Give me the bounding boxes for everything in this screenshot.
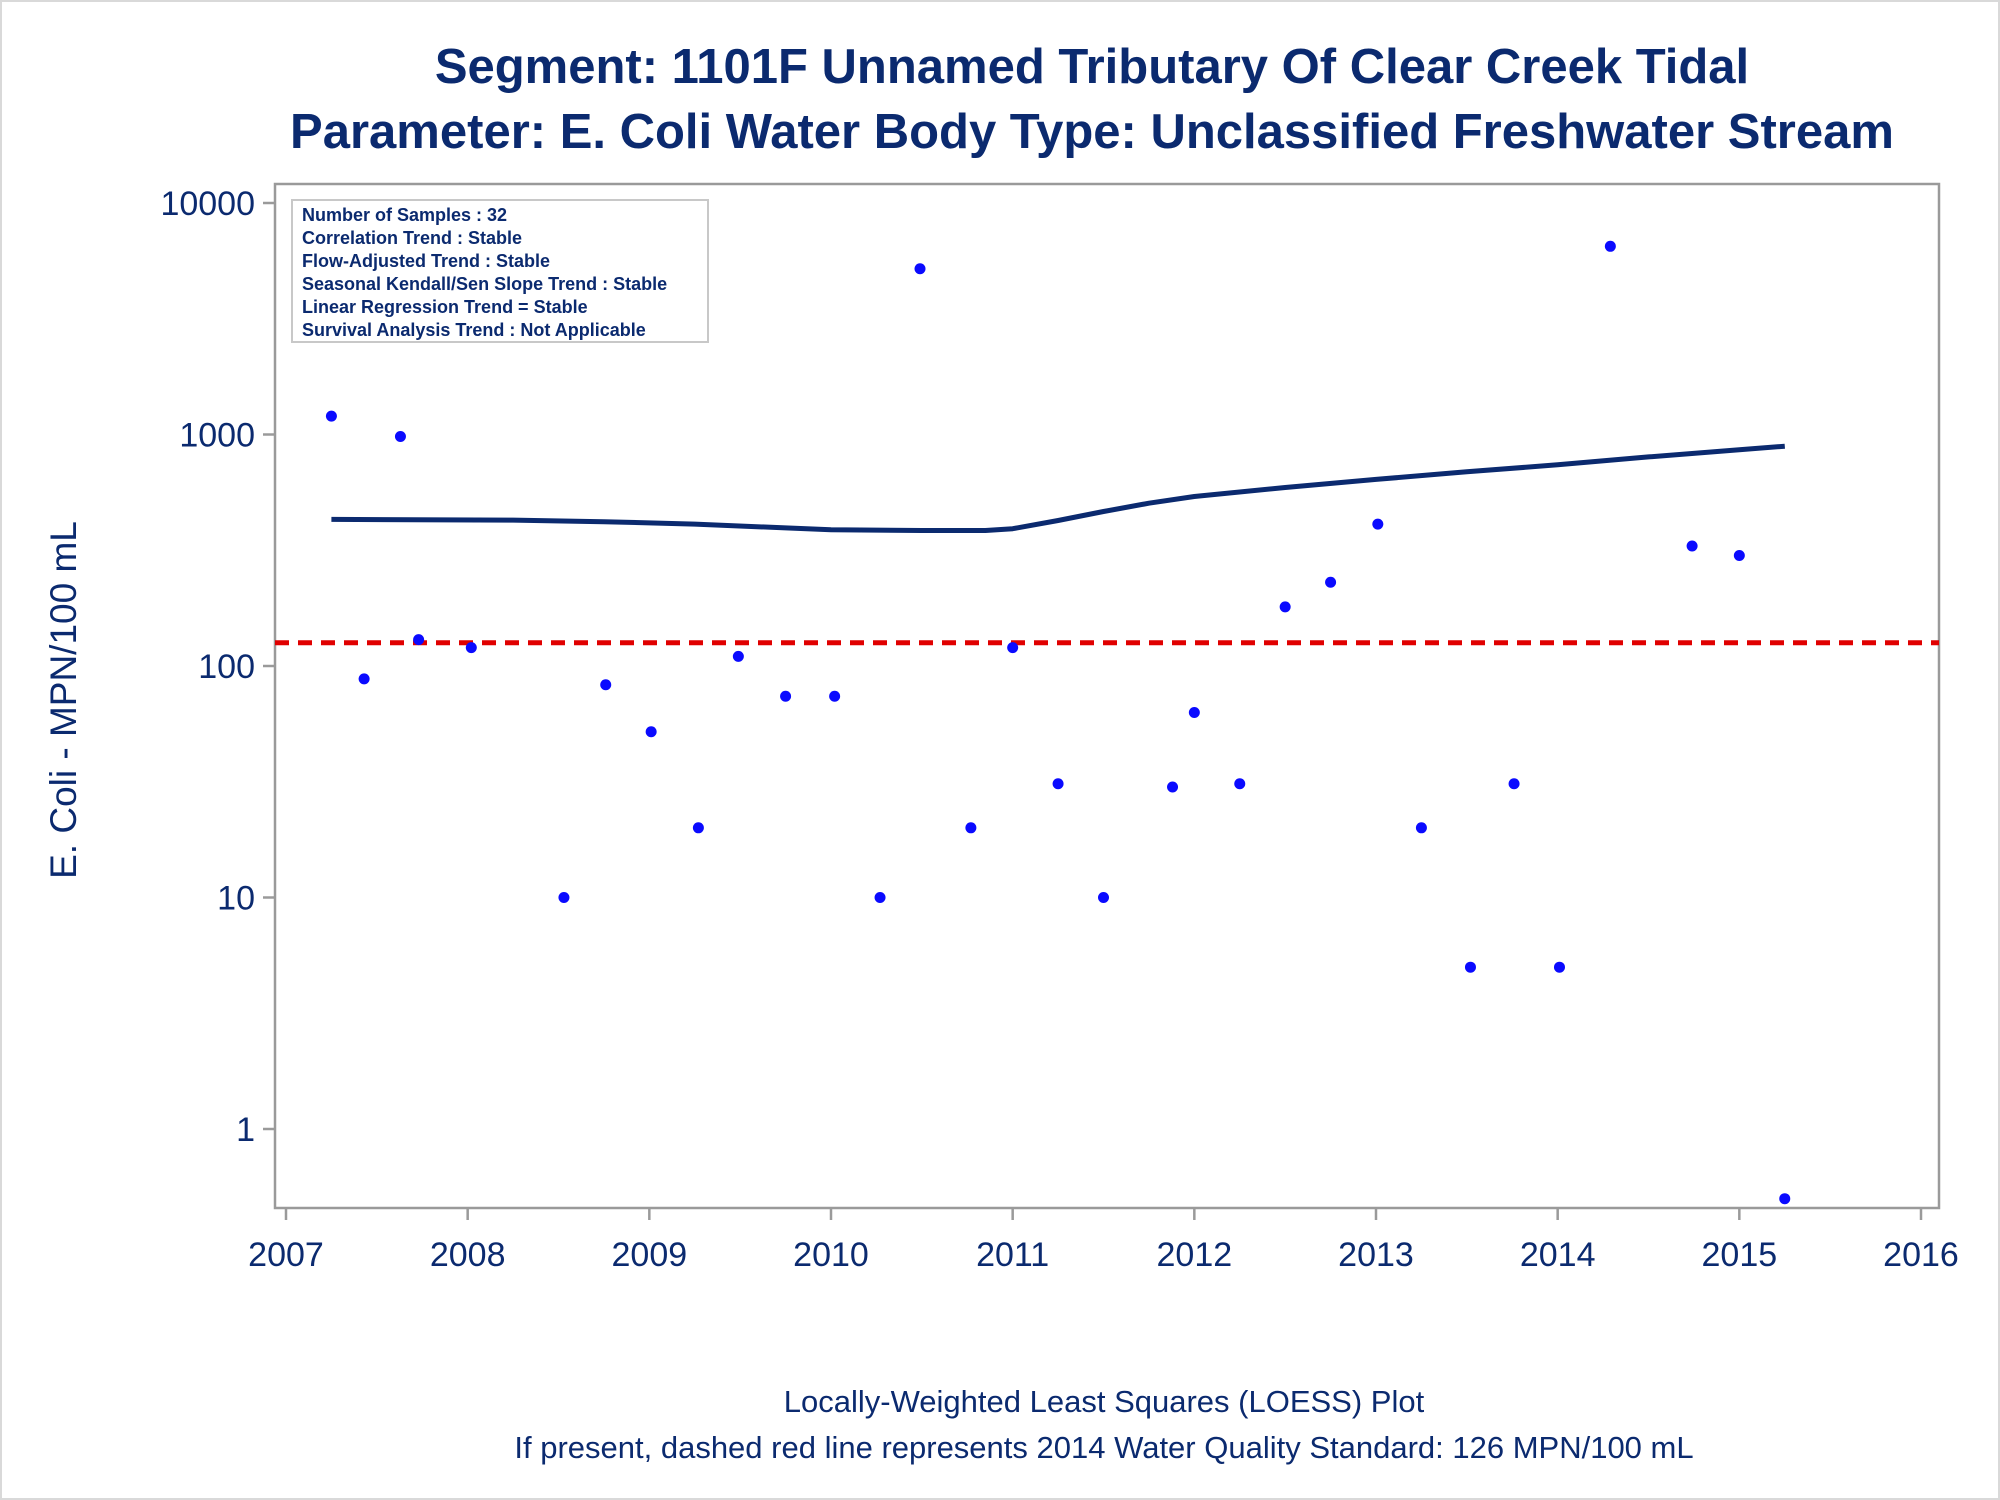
data-point [1553, 961, 1565, 973]
stats-line: Correlation Trend : Stable [302, 228, 522, 248]
data-point [914, 263, 926, 275]
data-point [732, 650, 744, 662]
x-tick-label: 2010 [793, 1236, 869, 1274]
x-tick-label: 2011 [976, 1236, 1049, 1274]
x-tick-label: 2013 [1338, 1236, 1414, 1274]
stats-line: Linear Regression Trend = Stable [302, 297, 588, 317]
stats-box [291, 199, 709, 343]
x-tick-label: 2008 [430, 1236, 506, 1274]
chart-title-line2: Parameter: E. Coli Water Body Type: Uncl… [290, 105, 1894, 159]
stats-line: Seasonal Kendall/Sen Slope Trend : Stabl… [302, 274, 667, 294]
plot-area: 2007 2008 2009 2010 2011 2012 2013 2014 2015 2016… [160, 182, 1959, 1274]
y-tick-label: 1 [236, 1111, 255, 1149]
data-point [465, 642, 477, 654]
data-point [1372, 518, 1384, 530]
y-tick-label: 100 [198, 648, 255, 686]
data-point [413, 634, 425, 646]
stats-line: Flow-Adjusted Trend : Stable [302, 251, 550, 271]
x-tick-label: 2007 [248, 1236, 324, 1274]
data-point [1686, 540, 1698, 552]
data-point [780, 690, 792, 702]
data-point [1007, 642, 1019, 654]
x-tick-label: 2016 [1883, 1236, 1959, 1274]
data-point [1052, 778, 1064, 790]
stats-line: Survival Analysis Trend : Not Applicable [302, 320, 646, 340]
data-point [1464, 961, 1476, 973]
data-point [1188, 706, 1200, 718]
y-tick-label: 10 [217, 880, 255, 918]
data-point [600, 679, 612, 691]
data-point [1234, 778, 1246, 790]
data-point [829, 690, 841, 702]
plot-border [273, 182, 1941, 1210]
data-point [325, 410, 337, 422]
x-tick-label: 2012 [1157, 1236, 1233, 1274]
y-tick-label: 10000 [160, 185, 255, 223]
footer-line1: Locally-Weighted Least Squares (LOESS) P… [784, 1384, 1425, 1419]
loess-line [331, 443, 1785, 533]
x-tick-label: 2015 [1702, 1236, 1778, 1274]
data-point [358, 673, 370, 685]
data-point [965, 822, 977, 834]
chart-title-line1: Segment: 1101F Unnamed Tributary Of Clea… [435, 40, 1749, 94]
y-axis-label: E. Coli - MPN/100 mL [43, 521, 84, 879]
x-tick-label: 2009 [612, 1236, 688, 1274]
x-tick-label: 2014 [1520, 1236, 1596, 1274]
data-point [874, 892, 886, 903]
data-point [394, 431, 406, 443]
data-point [1098, 892, 1109, 903]
data-point [558, 892, 570, 903]
data-point [692, 822, 704, 834]
footer-line2: If present, dashed red line represents 2… [514, 1430, 1693, 1465]
data-point [645, 726, 657, 738]
data-point [1279, 601, 1291, 613]
data-point [1779, 1193, 1791, 1205]
data-point [1167, 781, 1179, 793]
data-point [1733, 550, 1745, 562]
y-tick-label: 1000 [179, 417, 255, 455]
stats-line: Number of Samples : 32 [302, 205, 507, 225]
data-point [1508, 778, 1520, 790]
data-point [1415, 822, 1427, 834]
data-point [1604, 240, 1616, 252]
data-point [1325, 576, 1337, 588]
